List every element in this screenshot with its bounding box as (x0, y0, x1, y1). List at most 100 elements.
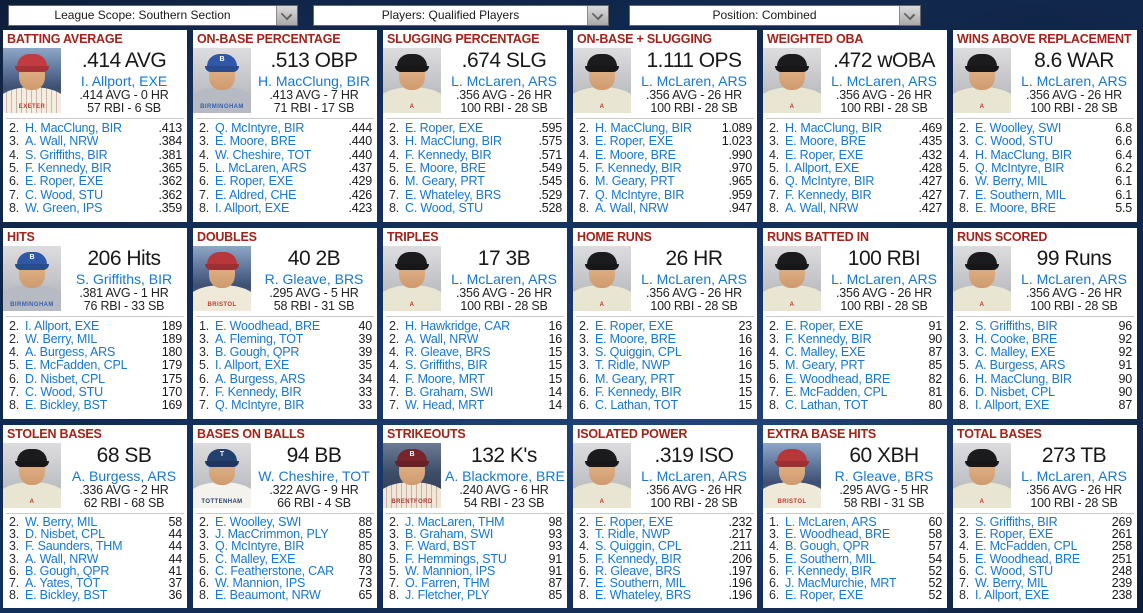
player-name-link[interactable]: H. MacClung, BIR (785, 120, 882, 135)
player-name-link[interactable]: I. Allport, EXE (975, 587, 1050, 602)
leader-name-link[interactable]: S. Griffiths, BIR (75, 271, 173, 287)
player-name-link[interactable]: A. Wall, NRW (405, 331, 479, 346)
players-filter-dropdown[interactable]: Players: Qualified Players (313, 5, 609, 26)
leader-photo[interactable]: TOTTENHAM T (193, 443, 251, 508)
leader-photo[interactable]: A (763, 48, 821, 113)
player-name-link[interactable]: W. Green, IPS (25, 201, 103, 216)
player-name-link[interactable]: H. MacClung, BIR (25, 120, 122, 135)
player-name-link[interactable]: R. Gleave, BRS (595, 563, 681, 578)
player-name-link[interactable]: E. Moore, BRE (595, 331, 676, 346)
player-name-link[interactable]: H. Hawkridge, CAR (405, 318, 510, 333)
player-name-link[interactable]: I. Allport, EXE (25, 318, 100, 333)
chevron-down-icon[interactable] (276, 6, 297, 25)
player-name-link[interactable]: F. Ward, BST (405, 539, 477, 554)
leader-name-link[interactable]: I. Allport, EXE (80, 73, 168, 89)
player-name-link[interactable]: E. Roper, EXE (785, 587, 863, 602)
player-name-link[interactable]: E. Whateley, BRS (595, 587, 691, 602)
player-name-link[interactable]: C. Malley, EXE (785, 345, 866, 360)
player-name-link[interactable]: C. Wood, STU (25, 385, 103, 400)
player-name-link[interactable]: D. Nisbet, CPL (25, 527, 105, 542)
leader-photo[interactable]: A (953, 443, 1011, 508)
player-name-link[interactable]: T. Ridle, NWP (595, 358, 671, 373)
chevron-down-icon[interactable] (899, 6, 920, 25)
player-name-link[interactable]: E. Woodhead, BRE (215, 318, 320, 333)
leader-name-link[interactable]: L. McLaren, ARS (451, 271, 557, 287)
player-name-link[interactable]: E. Whateley, BRS (405, 187, 501, 202)
player-name-link[interactable]: J. MacMurchie, MRT (785, 575, 897, 590)
leader-photo[interactable]: A (953, 48, 1011, 113)
player-name-link[interactable]: E. Roper, EXE (975, 527, 1053, 542)
player-name-link[interactable]: J. Fletcher, PLY (405, 587, 490, 602)
player-name-link[interactable]: C. Malley, EXE (215, 551, 296, 566)
player-name-link[interactable]: L. McLaren, ARS (215, 160, 307, 175)
player-name-link[interactable]: Q. McIntyre, BIR (595, 187, 685, 202)
player-name-link[interactable]: F. Kennedy, BIR (215, 385, 302, 400)
player-name-link[interactable]: E. Moore, BRE (215, 134, 296, 149)
player-name-link[interactable]: E. Aldred, CHE (215, 187, 297, 202)
player-name-link[interactable]: E. McFadden, CPL (785, 385, 888, 400)
player-name-link[interactable]: T. Ridle, NWP (595, 527, 671, 542)
leader-name-link[interactable]: L. McLaren, ARS (641, 468, 747, 484)
player-name-link[interactable]: H. MacClung, BIR (975, 147, 1072, 162)
leader-photo[interactable]: BIRMINGHAM B (193, 48, 251, 113)
leader-photo[interactable]: BRENTFORD B (383, 443, 441, 508)
leader-photo[interactable]: A (763, 246, 821, 311)
leader-name-link[interactable]: H. MacClung, BIR (257, 73, 371, 89)
player-name-link[interactable]: Q. McIntyre, BIR (215, 539, 305, 554)
leader-photo[interactable]: A (573, 443, 631, 508)
player-name-link[interactable]: H. MacClung, BIR (405, 134, 502, 149)
player-name-link[interactable]: A. Wall, NRW (785, 201, 859, 216)
player-name-link[interactable]: C. Lathan, TOT (785, 398, 868, 413)
player-name-link[interactable]: M. Geary, PRT (405, 174, 485, 189)
player-name-link[interactable]: E. Beaumont, NRW (215, 587, 321, 602)
leader-photo[interactable]: A (953, 246, 1011, 311)
player-name-link[interactable]: F. Hemmings, STU (405, 551, 507, 566)
player-name-link[interactable]: E. Bickley, BST (25, 587, 108, 602)
player-name-link[interactable]: W. Head, MRT (405, 398, 485, 413)
leader-photo[interactable]: A (573, 48, 631, 113)
leader-photo[interactable]: A (3, 443, 61, 508)
chevron-down-icon[interactable] (587, 6, 608, 25)
player-name-link[interactable]: F. Kennedy, BIR (25, 160, 112, 175)
player-name-link[interactable]: M. Geary, PRT (595, 371, 675, 386)
leader-name-link[interactable]: L. McLaren, ARS (1021, 271, 1127, 287)
player-name-link[interactable]: B. Gough, QPR (785, 539, 870, 554)
player-name-link[interactable]: E. Bickley, BST (25, 398, 108, 413)
player-name-link[interactable]: E. Woolley, SWI (215, 515, 302, 530)
player-name-link[interactable]: E. Southern, MIL (785, 551, 876, 566)
player-name-link[interactable]: J. MacLaren, THM (405, 515, 505, 530)
leader-name-link[interactable]: L. McLaren, ARS (831, 73, 937, 89)
player-name-link[interactable]: F. Kennedy, BIR (595, 160, 682, 175)
leader-photo[interactable]: EXETER (3, 48, 61, 113)
player-name-link[interactable]: B. Gough, QPR (25, 563, 110, 578)
player-name-link[interactable]: I. Allport, EXE (215, 201, 290, 216)
player-name-link[interactable]: E. Woodhead, BRE (785, 371, 890, 386)
player-name-link[interactable]: E. Roper, EXE (595, 515, 673, 530)
leader-name-link[interactable]: R. Gleave, BRS (264, 271, 364, 287)
player-name-link[interactable]: E. Woolley, SWI (975, 120, 1062, 135)
player-name-link[interactable]: C. Featherstone, CAR (215, 563, 334, 578)
player-name-link[interactable]: R. Gleave, BRS (405, 345, 491, 360)
player-name-link[interactable]: E. Roper, EXE (595, 318, 673, 333)
player-name-link[interactable]: A. Fleming, TOT (215, 331, 304, 346)
leader-name-link[interactable]: A. Burgess, ARS (71, 468, 177, 484)
player-name-link[interactable]: C. Wood, STU (25, 187, 103, 202)
player-name-link[interactable]: E. Moore, BRE (405, 160, 486, 175)
player-name-link[interactable]: Q. McIntyre, BIR (215, 398, 305, 413)
player-name-link[interactable]: F. Kennedy, BIR (405, 147, 492, 162)
player-name-link[interactable]: C. Wood, STU (405, 201, 483, 216)
leader-name-link[interactable]: R. Gleave, BRS (834, 468, 934, 484)
player-name-link[interactable]: B. Graham, SWI (405, 527, 494, 542)
leader-name-link[interactable]: A. Blackmore, BRE (445, 468, 565, 484)
player-name-link[interactable]: I. Allport, EXE (785, 160, 860, 175)
player-name-link[interactable]: W. Mannion, IPS (405, 563, 496, 578)
player-name-link[interactable]: Q. McIntyre, BIR (975, 160, 1065, 175)
player-name-link[interactable]: F. Kennedy, BIR (785, 331, 872, 346)
player-name-link[interactable]: F. Kennedy, BIR (595, 551, 682, 566)
player-name-link[interactable]: S. Quiggin, CPL (595, 539, 682, 554)
player-name-link[interactable]: B. Gough, QPR (215, 345, 300, 360)
player-name-link[interactable]: F. Saunders, THM (25, 539, 123, 554)
player-name-link[interactable]: A. Burgess, ARS (975, 358, 1066, 373)
player-name-link[interactable]: S. Quiggin, CPL (595, 345, 682, 360)
player-name-link[interactable]: A. Wall, NRW (595, 201, 669, 216)
